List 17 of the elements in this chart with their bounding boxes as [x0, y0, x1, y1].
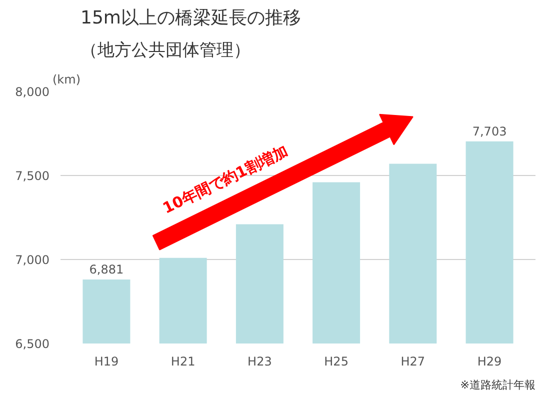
y-axis-title: (km): [52, 72, 81, 86]
x-tick-label: H25: [324, 354, 348, 368]
y-tick-label: 6,500: [15, 337, 50, 351]
y-tick-label: 8,000: [15, 85, 50, 99]
text: ※道路統計年報: [460, 378, 536, 392]
y-tick-label: 7,500: [15, 169, 50, 183]
x-tick-label: H21: [170, 354, 196, 368]
annotation: 10年間で約1割増加: [160, 142, 291, 218]
y-tick-label: 7,000: [15, 253, 50, 267]
chart-subtitle: （地方公共団体管理）: [80, 40, 250, 60]
x-tick-label: H19: [94, 354, 119, 368]
data-label: 7,703: [472, 124, 507, 138]
x-tick-label: H23: [248, 354, 272, 368]
chart-title: 15m以上の橋梁延長の推移: [80, 8, 301, 28]
x-tick-label: H27: [400, 354, 426, 368]
data-label: 6,881: [89, 262, 124, 276]
x-tick-label: H29: [477, 354, 502, 368]
